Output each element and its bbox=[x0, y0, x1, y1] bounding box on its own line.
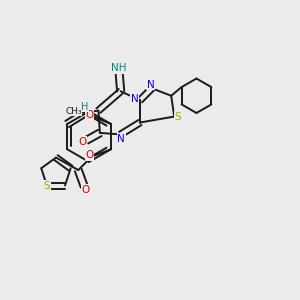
Text: H: H bbox=[81, 102, 89, 112]
Text: NH: NH bbox=[112, 63, 127, 73]
Text: S: S bbox=[44, 181, 50, 190]
Text: N: N bbox=[131, 94, 139, 104]
Text: O: O bbox=[78, 137, 86, 147]
Text: N: N bbox=[117, 134, 125, 144]
Text: CH₃: CH₃ bbox=[65, 107, 82, 116]
Text: S: S bbox=[174, 112, 181, 122]
Text: O: O bbox=[85, 150, 93, 160]
Text: O: O bbox=[82, 185, 90, 195]
Text: N: N bbox=[146, 80, 154, 90]
Text: O: O bbox=[86, 110, 94, 120]
